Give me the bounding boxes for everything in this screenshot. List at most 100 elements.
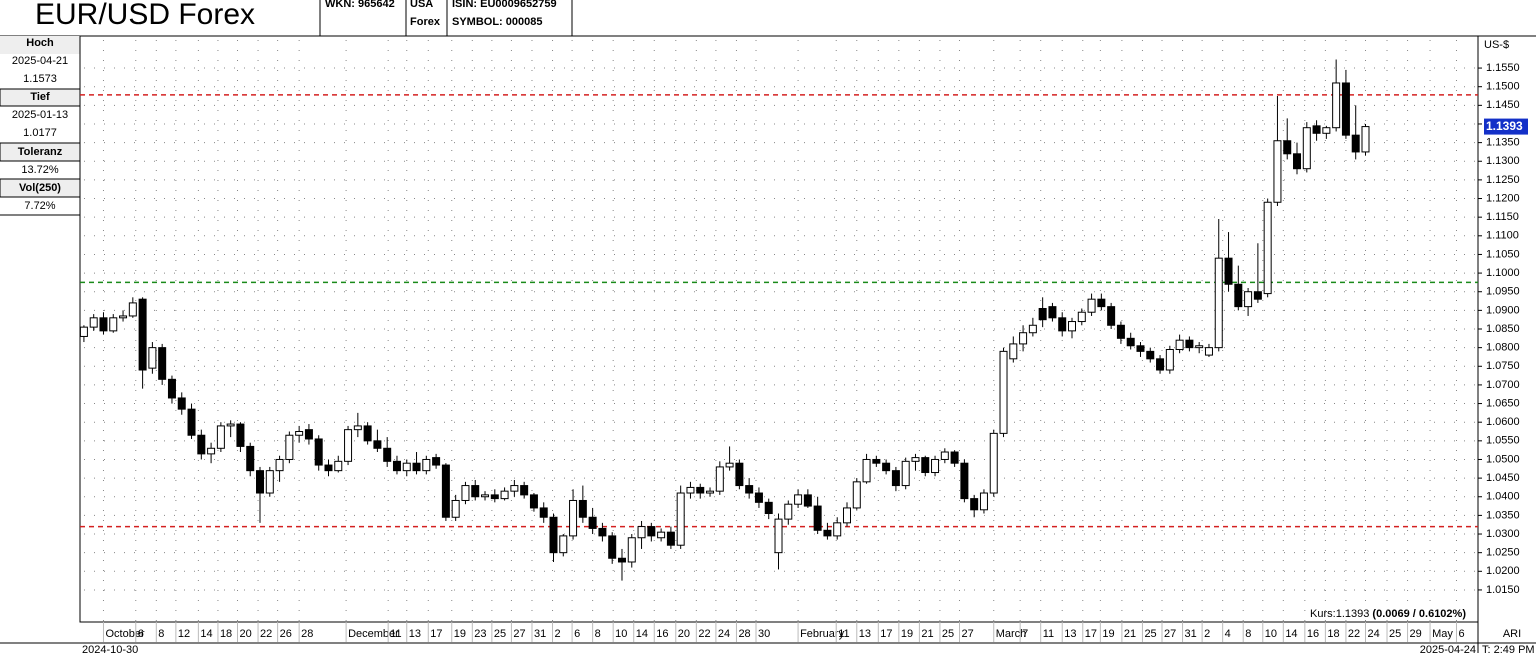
candle-body — [500, 490, 509, 500]
candle-body — [246, 445, 255, 472]
x-tick-label: December — [348, 628, 399, 640]
x-tick-label: 2 — [555, 628, 561, 640]
candle-body — [128, 302, 137, 317]
info-value: 1.1573 — [23, 73, 57, 85]
wkn: WKN: 965642 — [325, 0, 395, 10]
y-tick-label: 1.1200 — [1486, 192, 1520, 204]
candle-body — [686, 486, 695, 494]
candle-body — [1165, 349, 1174, 371]
candle-body — [285, 434, 294, 460]
info-label: Vol(250) — [19, 182, 61, 194]
x-tick-label: 4 — [1225, 628, 1231, 640]
x-tick-label: 13 — [1064, 628, 1076, 640]
candle-body — [921, 457, 930, 474]
candle-body — [402, 462, 411, 472]
candle-body — [823, 529, 832, 537]
candle-body — [940, 451, 949, 460]
y-tick-label: 1.1100 — [1486, 230, 1519, 242]
candle-body — [1214, 257, 1223, 349]
candle-body — [647, 526, 656, 537]
x-tick-label: 10 — [615, 628, 627, 640]
x-tick-label: 16 — [656, 628, 668, 640]
candle-body — [158, 347, 167, 380]
x-tick-label: 25 — [942, 628, 954, 640]
candle-body — [295, 431, 304, 436]
candle-body — [520, 485, 529, 496]
info-label: Tief — [30, 91, 50, 103]
x-tick-label: 18 — [220, 628, 232, 640]
info-date: 2025-04-21 — [12, 55, 68, 67]
candle-body — [109, 317, 118, 332]
x-tick-label: 31 — [534, 628, 546, 640]
x-tick-label: 11 — [1043, 628, 1054, 640]
x-tick-label: March — [996, 628, 1027, 640]
x-tick-label: 20 — [678, 628, 690, 640]
candle-body — [304, 429, 313, 440]
x-tick-label: 7 — [1022, 628, 1028, 640]
x-tick-label: 12 — [178, 628, 190, 640]
y-tick-label: 1.1050 — [1486, 248, 1520, 260]
y-tick-label: 1.1350 — [1486, 137, 1520, 149]
x-tick-label: 22 — [698, 628, 710, 640]
candle-body — [1146, 350, 1155, 360]
candle-body — [1019, 332, 1028, 345]
y-tick-label: 1.0700 — [1486, 379, 1520, 391]
candle-body — [578, 499, 587, 518]
candle-body — [432, 457, 441, 466]
x-tick-label: 6 — [138, 628, 144, 640]
candle-body — [539, 507, 548, 518]
candle-body — [138, 298, 147, 371]
x-tick-label: 17 — [880, 628, 892, 640]
quote-change: (0.0069 / 0.6102%) — [1372, 608, 1466, 620]
candle-body — [666, 531, 675, 546]
candle-body — [1224, 257, 1233, 285]
candle-body — [363, 425, 372, 442]
quote: Kurs:1.1393 (0.0069 / 0.6102%) — [1310, 608, 1466, 620]
candle-body — [999, 350, 1008, 434]
candle-body — [1136, 345, 1145, 352]
x-tick-label: 27 — [513, 628, 525, 640]
candle-body — [1107, 306, 1116, 326]
candle-body — [1195, 345, 1204, 349]
page-title: EUR/USD Forex — [35, 0, 255, 31]
info-value: 7.72% — [24, 200, 55, 212]
market: Forex — [410, 16, 441, 28]
candle-body — [784, 503, 793, 520]
candle-body — [989, 432, 998, 494]
candle-body — [1087, 298, 1096, 313]
candle-body — [79, 326, 88, 337]
candle-body — [1204, 347, 1213, 356]
candle-body — [529, 494, 538, 509]
candle-body — [774, 518, 783, 554]
info-value: 1.0177 — [23, 127, 57, 139]
x-tick-label: 24 — [1367, 628, 1379, 640]
candle-body — [226, 423, 235, 427]
x-tick-label: 21 — [921, 628, 933, 640]
candle-body — [911, 457, 920, 462]
candle-body — [187, 408, 196, 436]
candle-body — [549, 516, 558, 554]
info-date: 2025-01-13 — [12, 109, 68, 121]
y-tick-label: 1.0500 — [1486, 453, 1520, 465]
x-tick-label: 8 — [158, 628, 164, 640]
candle-body — [422, 458, 431, 472]
candle-body — [1175, 339, 1184, 351]
candle-body — [754, 492, 763, 503]
x-tick-label: 25 — [494, 628, 506, 640]
x-tick-label: 21 — [1124, 628, 1136, 640]
candle-body — [794, 494, 803, 505]
y-tick-label: 1.0350 — [1486, 509, 1520, 521]
symbol: SYMBOL: 000085 — [452, 16, 542, 28]
candle-body — [1058, 317, 1067, 332]
candle-body — [745, 485, 754, 494]
x-tick-label: 27 — [961, 628, 973, 640]
candle-body — [481, 494, 490, 498]
x-tick-label: 25 — [1144, 628, 1156, 640]
candle-body — [1293, 153, 1302, 170]
candle-body — [1068, 321, 1077, 332]
candle-body — [334, 460, 343, 472]
candle-body — [696, 486, 705, 494]
y-tick-label: 1.0400 — [1486, 491, 1520, 503]
x-tick-label: 10 — [1265, 628, 1277, 640]
y-tick-label: 1.0800 — [1486, 342, 1520, 354]
